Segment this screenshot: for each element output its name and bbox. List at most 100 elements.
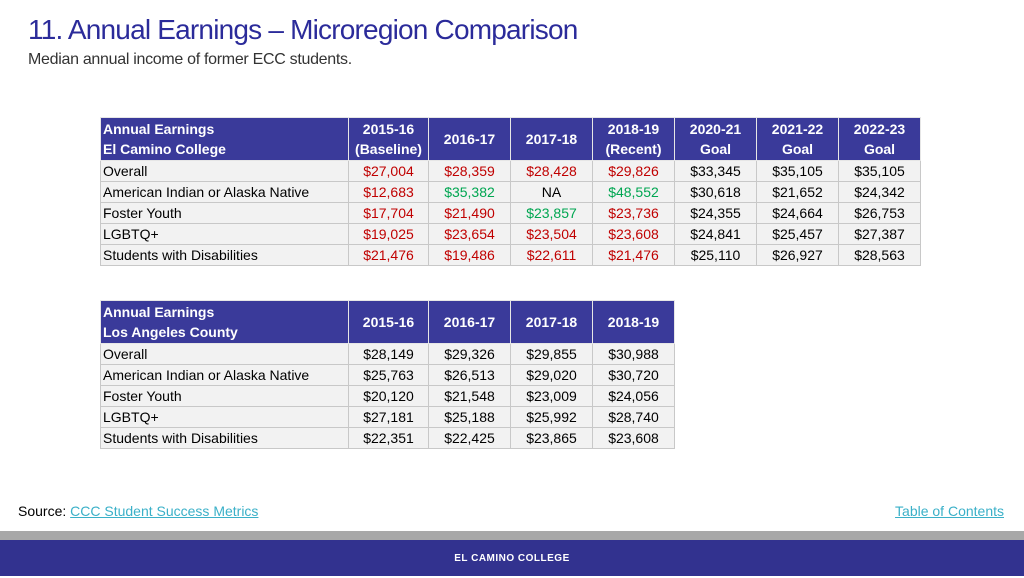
table-cell: $28,563 (838, 244, 921, 266)
table-cell: $26,753 (838, 202, 921, 224)
header-title-cell: Annual Earnings Los Angeles County (100, 300, 349, 344)
table-cell: $22,611 (510, 244, 593, 266)
table-cell: $28,149 (348, 343, 429, 365)
table-cell: $29,826 (592, 160, 675, 182)
column-header: 2016-17 (428, 117, 511, 161)
table-row: Overall $27,004 $28,359 $28,428 $29,826 $33,3… (100, 160, 921, 182)
column-header-year: 2015-16 (362, 121, 415, 137)
table-cell: $25,110 (674, 244, 757, 266)
column-header-year: 2017-18 (525, 314, 578, 330)
page-subtitle: Median annual income of former ECC stude… (28, 51, 352, 68)
table-cell: $22,425 (428, 427, 511, 449)
column-header-year: 2021-22 (771, 121, 824, 137)
column-header: 2015-16 (Baseline) (348, 117, 429, 161)
table-cell: $24,841 (674, 223, 757, 245)
table-cell: $25,457 (756, 223, 839, 245)
table-cell: $48,552 (592, 181, 675, 203)
row-label: Overall (100, 343, 349, 365)
table-cell: $23,504 (510, 223, 593, 245)
table-cell: $20,120 (348, 385, 429, 407)
header-line-2: El Camino College (103, 141, 226, 157)
table-cell: $26,513 (428, 364, 511, 386)
row-label: Foster Youth (100, 202, 349, 224)
table-cell: $24,355 (674, 202, 757, 224)
column-header-year: 2018-19 (607, 121, 660, 137)
table-row: Overall $28,149 $29,326 $29,855 $30,988 (100, 343, 675, 365)
header-line-2: Los Angeles County (103, 324, 238, 340)
row-label: LGBTQ+ (100, 223, 349, 245)
table-cell: $27,004 (348, 160, 429, 182)
column-header-year: 2020-21 (689, 121, 742, 137)
column-header-note: (Baseline) (355, 141, 422, 157)
column-header: 2018-19 (Recent) (592, 117, 675, 161)
source-label: Source: (18, 503, 67, 519)
column-header-year: 2016-17 (443, 314, 496, 330)
row-label: Overall (100, 160, 349, 182)
table-cell: $25,992 (510, 406, 593, 428)
table-of-contents-link[interactable]: Table of Contents (895, 503, 1004, 519)
table-cell: $22,351 (348, 427, 429, 449)
table-row: Students with Disabilities $22,351 $22,425… (100, 427, 675, 449)
source-link[interactable]: CCC Student Success Metrics (70, 503, 259, 519)
table-cell: $21,490 (428, 202, 511, 224)
column-header-note: Goal (863, 141, 896, 157)
table-row: American Indian or Alaska Native $25,763 $… (100, 364, 675, 386)
column-header: 2016-17 (428, 300, 511, 344)
table-row: LGBTQ+ $19,025 $23,654 $23,504 $23,608 $24,84… (100, 223, 921, 245)
column-header: 2018-19 (592, 300, 675, 344)
table-row: American Indian or Alaska Native $12,683 $… (100, 181, 921, 203)
row-label: American Indian or Alaska Native (100, 364, 349, 386)
row-label: Students with Disabilities (100, 427, 349, 449)
la-county-earnings-table: Annual Earnings Los Angeles County 2015-16… (100, 300, 675, 449)
table-cell: $29,855 (510, 343, 593, 365)
table-cell: $33,345 (674, 160, 757, 182)
source-note: Source: CCC Student Success Metrics (18, 503, 258, 519)
footer-divider (0, 531, 1024, 540)
table-cell: $23,865 (510, 427, 593, 449)
column-header: 2017-18 (510, 300, 593, 344)
table-cell: $28,428 (510, 160, 593, 182)
table-header-row: Annual Earnings El Camino College 2015-16 (… (100, 117, 921, 161)
table-cell: $23,009 (510, 385, 593, 407)
row-label: LGBTQ+ (100, 406, 349, 428)
column-header: 2017-18 (510, 117, 593, 161)
table-cell: $23,654 (428, 223, 511, 245)
row-label: Foster Youth (100, 385, 349, 407)
table-cell: $24,664 (756, 202, 839, 224)
row-label: Students with Disabilities (100, 244, 349, 266)
table-cell: $21,548 (428, 385, 511, 407)
table-cell: $12,683 (348, 181, 429, 203)
table-cell: $29,326 (428, 343, 511, 365)
table-cell: $27,181 (348, 406, 429, 428)
table-row: Foster Youth $20,120 $21,548 $23,009 $24,056 (100, 385, 675, 407)
table-cell: $17,704 (348, 202, 429, 224)
table-cell: $30,988 (592, 343, 675, 365)
column-header-year: 2018-19 (607, 314, 660, 330)
table-cell: $23,736 (592, 202, 675, 224)
table-cell: NA (510, 181, 593, 203)
header-line-1: Annual Earnings (103, 304, 215, 320)
column-header-note: (Recent) (605, 141, 662, 157)
column-header: 2015-16 (348, 300, 429, 344)
table-cell: $24,342 (838, 181, 921, 203)
table-cell: $21,476 (348, 244, 429, 266)
table-row: LGBTQ+ $27,181 $25,188 $25,992 $28,740 (100, 406, 675, 428)
column-header-note: Goal (781, 141, 814, 157)
column-header-year: 2017-18 (525, 131, 578, 147)
column-header: 2021-22 Goal (756, 117, 839, 161)
table-cell: $30,618 (674, 181, 757, 203)
column-header-year: 2015-16 (362, 314, 415, 330)
table-cell: $25,188 (428, 406, 511, 428)
table-row: Students with Disabilities $21,476 $19,486… (100, 244, 921, 266)
column-header: 2022-23 Goal (838, 117, 921, 161)
page-title: 11. Annual Earnings – Microregion Compar… (28, 14, 578, 45)
table-cell: $26,927 (756, 244, 839, 266)
table-cell: $19,025 (348, 223, 429, 245)
table-cell: $30,720 (592, 364, 675, 386)
table-cell: $27,387 (838, 223, 921, 245)
table-cell: $25,763 (348, 364, 429, 386)
table-cell: $35,382 (428, 181, 511, 203)
table-cell: $24,056 (592, 385, 675, 407)
header-line-1: Annual Earnings (103, 121, 215, 137)
column-header-year: 2022-23 (853, 121, 906, 137)
